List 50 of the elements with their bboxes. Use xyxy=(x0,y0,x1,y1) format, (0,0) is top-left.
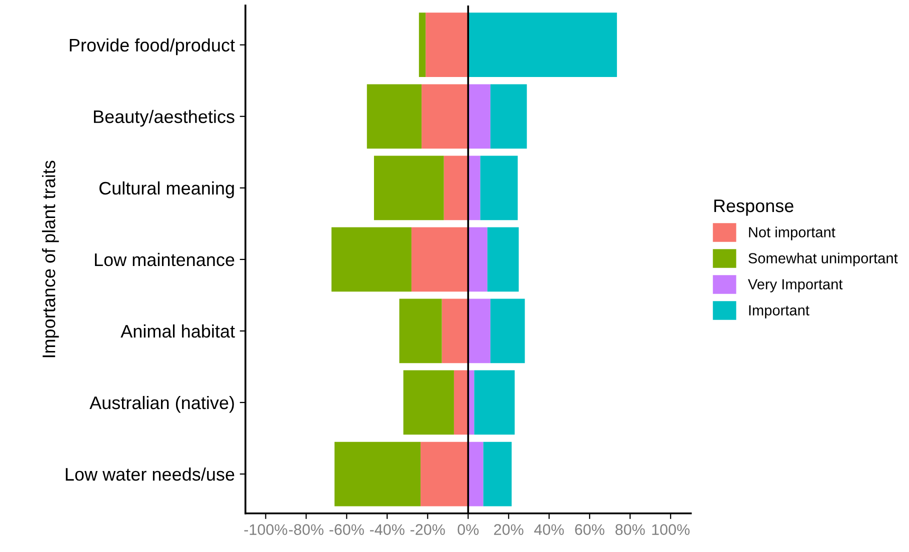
bar xyxy=(483,442,512,506)
bar xyxy=(487,227,519,292)
bar xyxy=(468,84,490,149)
y-tick-label: Animal habitat xyxy=(120,324,235,338)
bar xyxy=(418,12,426,78)
bar xyxy=(331,227,412,292)
bar xyxy=(411,227,468,292)
bar xyxy=(490,84,527,149)
x-tick-label: 0% xyxy=(458,524,479,535)
bar xyxy=(426,12,468,78)
x-tick-label: 80% xyxy=(615,524,645,535)
legend-title: Response xyxy=(714,200,794,216)
bar xyxy=(474,370,515,435)
y-tick-label: Low water needs/use xyxy=(66,467,234,481)
x-tick-label: -20% xyxy=(410,524,445,535)
bar xyxy=(442,298,468,364)
bar xyxy=(420,442,468,506)
x-tick-label: 100% xyxy=(652,524,690,535)
y-tick-label: Provide food/product xyxy=(70,38,235,56)
legend-label: Not important xyxy=(749,226,836,240)
bar xyxy=(468,156,480,220)
legend-label: Somewhat unimportant xyxy=(748,252,898,266)
x-tick-label: 40% xyxy=(534,524,564,535)
bar xyxy=(334,442,421,506)
bar xyxy=(403,370,454,435)
y-tick-label: Australian (native) xyxy=(90,396,234,413)
x-tick-label: 20% xyxy=(494,524,524,535)
legend-label: Important xyxy=(749,305,810,318)
x-tick-label: 60% xyxy=(575,524,604,535)
y-axis-title: Importance of plant traits xyxy=(42,160,59,358)
legend-label: Very Important xyxy=(748,279,843,292)
bar xyxy=(399,298,442,364)
x-tick-label: -40% xyxy=(370,524,404,535)
bar xyxy=(468,227,488,292)
bar xyxy=(444,156,468,220)
y-tick-label: Low maintenance xyxy=(94,252,234,266)
y-tick-label: Cultural meaning xyxy=(99,181,234,198)
bar xyxy=(490,298,525,364)
y-tick-label: Beauty/aesthetics xyxy=(94,110,234,127)
bar xyxy=(366,84,422,149)
bar xyxy=(468,12,617,78)
bar xyxy=(454,370,468,435)
bar xyxy=(468,442,484,506)
x-tick-label: -60% xyxy=(330,524,364,535)
bar xyxy=(422,84,468,149)
bar xyxy=(480,156,518,220)
x-tick-label: -80% xyxy=(289,524,324,535)
bar xyxy=(374,156,444,220)
x-tick-label: -100% xyxy=(244,524,288,535)
bar xyxy=(468,298,490,364)
